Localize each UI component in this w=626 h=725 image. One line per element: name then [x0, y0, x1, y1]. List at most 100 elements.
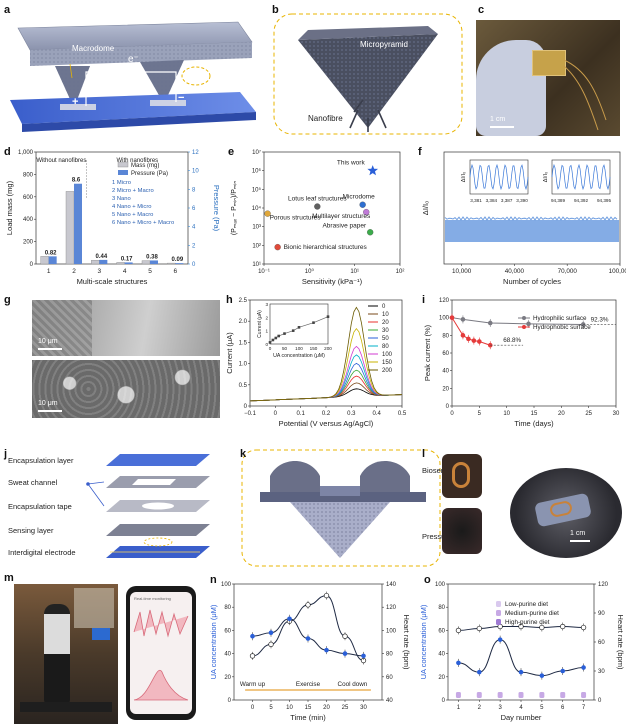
sem-image-top: 10 μm — [32, 300, 220, 356]
legend-label-o: Low-purine diet — [505, 601, 548, 608]
y-tick-label-h: 1.5 — [239, 340, 248, 346]
x-tick-label-h: 0.5 — [398, 411, 407, 417]
layer-interdigital-electrode: Interdigital electrode — [8, 548, 76, 557]
x-tick-label-o: 2 — [478, 705, 482, 711]
diet-marker-o — [497, 692, 503, 698]
y-tick-label-i: 80 — [442, 333, 449, 339]
data-point-i — [487, 320, 493, 326]
cv-curve — [249, 306, 403, 402]
scale-bar-top — [38, 348, 62, 350]
ua-point-n — [249, 653, 256, 659]
layer-sweat-channel: Sweat channel — [8, 478, 58, 487]
inset-x-tick-h: 200 — [324, 346, 332, 351]
y-tick-label-h: 2.0 — [239, 319, 248, 325]
heart-rate-point-n — [250, 633, 255, 639]
legend-label-h: 100 — [382, 352, 393, 358]
phase-label-exercise: Exercise — [296, 681, 321, 688]
annotation-hydrophobic: 68.8% — [503, 337, 521, 344]
y-tick-label-d: 0 — [30, 262, 34, 268]
cycle-stability-chart: 10,000 40,000 70,000 100,000 Number of cycle… — [421, 151, 626, 286]
legend-swatch-o — [496, 601, 501, 607]
legend-item-d: 4 Nano + Micro — [112, 204, 151, 210]
sem-image-bottom: 10 μm — [32, 360, 220, 418]
y-tick-label-d: 800 — [23, 172, 34, 178]
ua-point-n — [323, 592, 330, 599]
panel-k: k — [240, 446, 442, 570]
heart-rate-point-o — [560, 623, 566, 630]
y2-tick-label-o: 90 — [598, 611, 605, 617]
heart-rate-point-n — [287, 616, 292, 622]
device-structure-illustration — [241, 449, 441, 567]
y2-tick-label-d: 10 — [192, 169, 199, 175]
x-axis-label-o: Day number — [501, 713, 542, 722]
legend-item-d: 2 Micro + Macro — [112, 188, 154, 194]
x-tick-label-i: 15 — [531, 411, 538, 417]
x-tick-label-d: 5 — [148, 268, 152, 275]
panel-label-k: k — [240, 448, 247, 460]
x-tick-label-n: 5 — [269, 705, 273, 711]
ua-point-n — [305, 602, 311, 608]
cv-curve — [249, 369, 403, 402]
inset-left-f-tick-label: 3,387 — [501, 198, 513, 203]
x-tick-label-n: 30 — [360, 705, 367, 711]
bar-mass — [141, 260, 151, 265]
diet-marker-o — [476, 692, 482, 698]
y-tick-label-i: 20 — [442, 386, 449, 392]
panel-l: l Biosensor Pressure sensor 1 cm — [420, 446, 626, 570]
panel-label-a: a — [4, 4, 11, 16]
bar-mass — [167, 262, 176, 265]
ua-point-n — [342, 633, 348, 639]
bar-pressure — [124, 262, 133, 264]
y-tick-label-n: 60 — [224, 628, 231, 634]
y2-tick-label-o: 60 — [598, 640, 605, 646]
x-tick-label-d: 6 — [174, 268, 178, 275]
ua-point-o — [497, 637, 503, 642]
data-point-i — [477, 339, 482, 344]
ua-point-o — [560, 668, 566, 674]
y-tick-label-o: 80 — [438, 605, 445, 611]
diet-marker-o — [455, 692, 461, 698]
pressure-sensor-photo — [442, 508, 482, 554]
macrodome-sensor-illustration — [10, 21, 256, 132]
legend-marker-i — [522, 325, 526, 329]
x-tick-label-n: 15 — [305, 705, 312, 711]
y-tick-label-n: 80 — [224, 605, 231, 611]
y2-axis-label-d: Pressure (Pa) — [212, 185, 221, 232]
legend-label-mass: Mass (mg) — [131, 163, 159, 169]
inset-right-f-tick-label: 94,392 — [574, 198, 588, 203]
panel-e: e 10⁻¹ 10⁰ 10¹ 10² 10¹ 10² 10³ 10⁴ 10⁵ 10⁶ 10⁷ This… — [224, 142, 414, 292]
panel-m: m Real-time monitoring — [0, 570, 200, 725]
x-tick-label-f: 70,000 — [558, 268, 578, 275]
panel-label-h: h — [226, 294, 233, 306]
panel-label-b: b — [272, 4, 279, 16]
legend-item-d: 1 Micro — [112, 180, 131, 186]
y2-tick-label-n: 100 — [386, 628, 397, 634]
inset-right-f-tick-label: 94,389 — [551, 198, 565, 203]
window-light — [74, 588, 114, 628]
inset-point-h — [297, 326, 301, 329]
bar-pressure — [74, 183, 82, 264]
y-tick-label-h: 1.0 — [239, 362, 248, 368]
panel-label-g: g — [4, 294, 11, 306]
bar-pressure — [48, 256, 57, 264]
y2-tick-label-n: 40 — [386, 698, 393, 704]
y-tick-label-d: 1,000 — [18, 150, 34, 156]
ua-point-o — [581, 665, 586, 670]
x-tick-label-o: 5 — [540, 705, 544, 711]
panel-h: h −0.1 0 0.1 0.2 0.3 0.4 0.5 0 0.5 1.0 1.5 2.0 2.5 0 1… — [222, 292, 418, 432]
group-label-with: With nanofibres — [116, 158, 158, 164]
x-tick-label-i: 25 — [585, 411, 592, 417]
heart-rate-point-o — [518, 623, 524, 630]
y-tick-label-n: 40 — [224, 652, 231, 658]
x-tick-label-o: 4 — [519, 705, 523, 711]
x-tick-label-h: 0.4 — [372, 411, 381, 417]
y-tick-label-n: 20 — [224, 675, 231, 681]
layer-encapsulation: Encapsulation layer — [8, 456, 74, 465]
panel-d: d 0 200 400 600 800 1,000 0 2 4 6 8 10 12 0.82 1 8.6 2 0.… — [0, 142, 222, 292]
x-tick-label-i: 20 — [558, 411, 565, 417]
x-tick-label-e: 10⁻¹ — [258, 269, 270, 275]
plot-frame-f — [443, 151, 621, 265]
panel-label-o: o — [424, 574, 431, 586]
cv-curve — [249, 362, 403, 402]
legend-swatch-mass — [117, 161, 129, 168]
